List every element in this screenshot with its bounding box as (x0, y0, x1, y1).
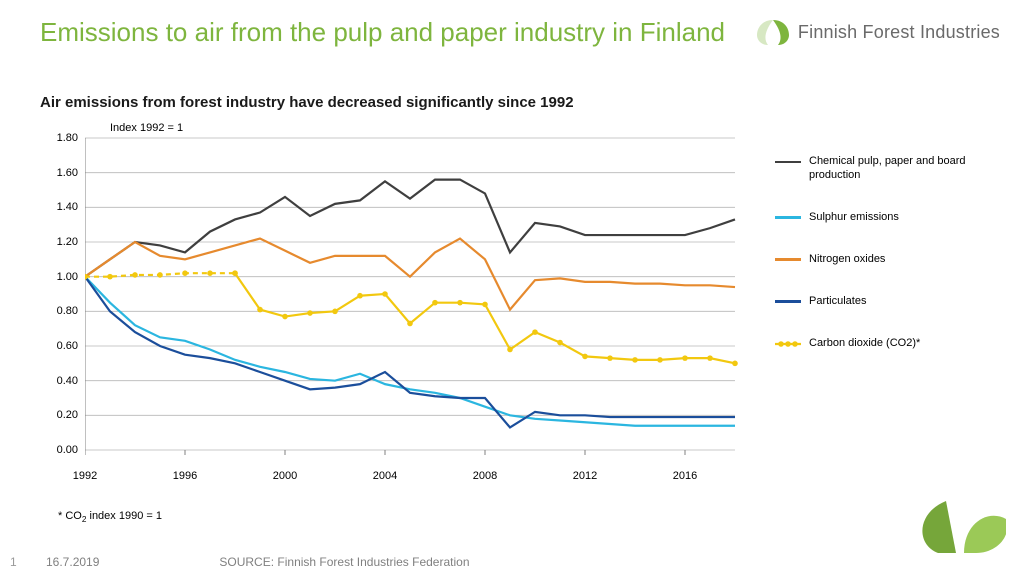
y-tick-label: 0.40 (40, 375, 78, 387)
footer: 1 16.7.2019 SOURCE: Finnish Forest Indus… (0, 548, 1024, 576)
y-tick-label: 0.80 (40, 305, 78, 317)
legend-label: Nitrogen oxides (809, 253, 885, 267)
x-tick-label: 1992 (73, 470, 97, 482)
x-tick-label: 2012 (573, 470, 597, 482)
y-tick-label: 1.80 (40, 132, 78, 144)
legend-swatch (775, 295, 801, 309)
x-tick-label: 2016 (673, 470, 697, 482)
legend-label: Sulphur emissions (809, 211, 899, 225)
x-tick-label: 1996 (173, 470, 197, 482)
footer-source: SOURCE: Finnish Forest Industries Federa… (219, 555, 469, 569)
x-tick-label: 2004 (373, 470, 397, 482)
legend-item: Nitrogen oxides (775, 253, 1010, 267)
y-tick-label: 1.00 (40, 271, 78, 283)
emissions-chart: 0.00 0.20 0.40 0.60 0.80 1.00 1.20 1.40 1.60 1.80… (40, 135, 760, 480)
footer-date: 16.7.2019 (46, 555, 99, 569)
legend-label: Particulates (809, 295, 866, 309)
page-title: Emissions to air from the pulp and paper… (40, 18, 764, 48)
index-note: Index 1992 = 1 (110, 122, 183, 134)
y-tick-label: 0.20 (40, 409, 78, 421)
y-tick-label: 1.20 (40, 236, 78, 248)
legend: Chemical pulp, paper and board productio… (775, 155, 1010, 379)
legend-item: Carbon dioxide (CO2)* (775, 337, 1010, 351)
brand-leaf-icon (756, 18, 790, 46)
legend-item: Particulates (775, 295, 1010, 309)
legend-label: Carbon dioxide (CO2)* (809, 337, 920, 351)
y-tick-label: 1.60 (40, 167, 78, 179)
subtitle: Air emissions from forest industry have … (40, 94, 574, 111)
y-tick-label: 0.60 (40, 340, 78, 352)
footnote: * CO2 index 1990 = 1 (58, 510, 162, 524)
chart-svg (85, 135, 740, 465)
page-number: 1 (10, 555, 36, 569)
x-tick-label: 2000 (273, 470, 297, 482)
brand-logo: Finnish Forest Industries (756, 18, 1000, 46)
legend-label: Chemical pulp, paper and board productio… (809, 155, 1010, 183)
x-tick-label: 2008 (473, 470, 497, 482)
legend-swatch (775, 155, 801, 169)
legend-swatch (775, 253, 801, 267)
y-tick-label: 0.00 (40, 444, 78, 456)
legend-item: Sulphur emissions (775, 211, 1010, 225)
legend-swatch (775, 337, 801, 351)
legend-item: Chemical pulp, paper and board productio… (775, 155, 1010, 183)
legend-swatch (775, 211, 801, 225)
leaf-decoration-icon (916, 493, 1006, 558)
y-tick-label: 1.40 (40, 201, 78, 213)
brand-name: Finnish Forest Industries (798, 22, 1000, 43)
